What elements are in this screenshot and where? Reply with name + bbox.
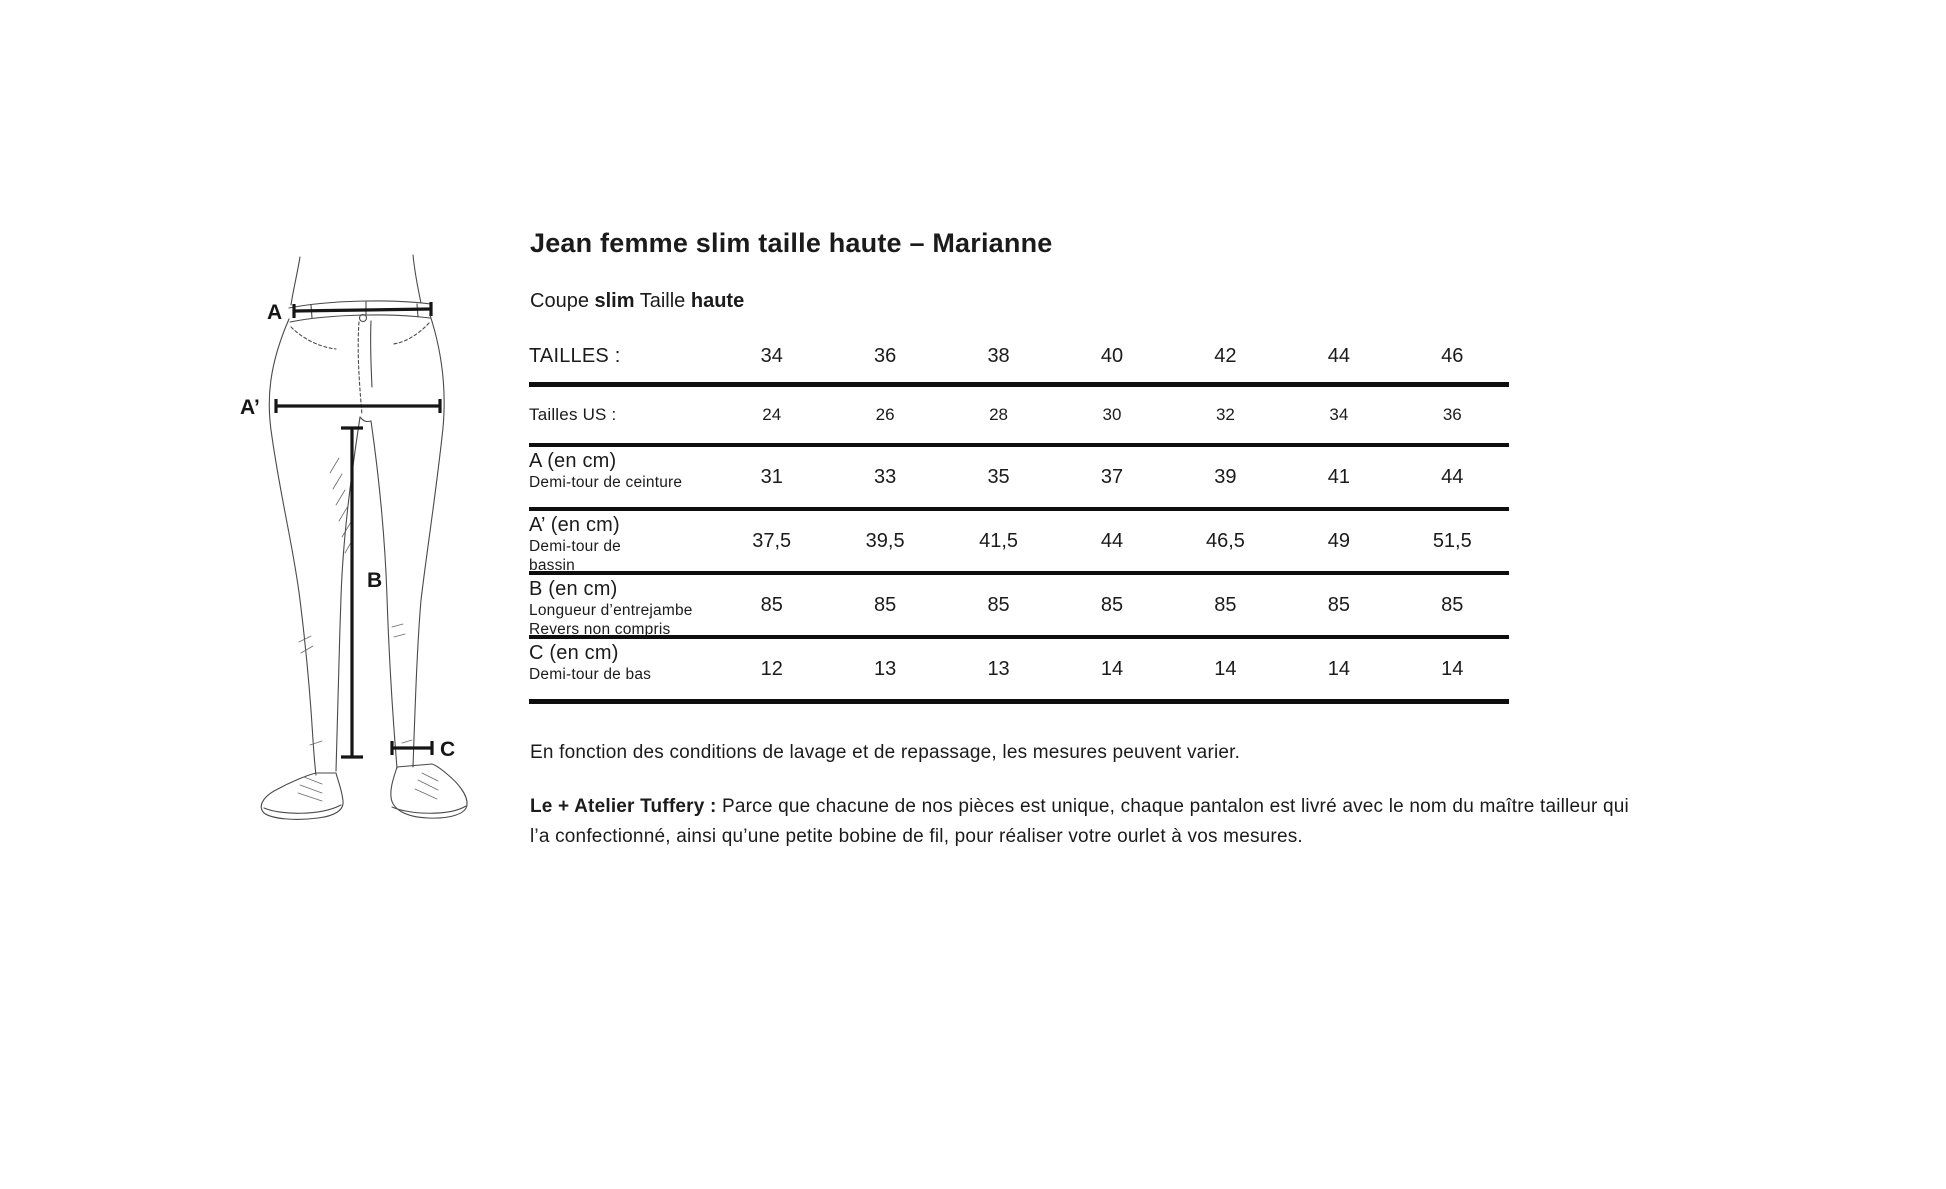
- jeans-measurement-diagram: A A’ B C: [240, 254, 468, 820]
- row-label-main: C (en cm): [529, 642, 619, 664]
- us-size-value: 30: [1102, 405, 1122, 424]
- us-size-value: 28: [989, 405, 1009, 424]
- hem-value: 14: [1327, 657, 1350, 680]
- inseam-value: 85: [1100, 593, 1124, 616]
- waist-value: 39: [1214, 465, 1237, 488]
- measure-label-c: C: [440, 738, 455, 761]
- table-row-waist: A (en cm) Demi-tour de ceinture 31 33 35…: [529, 447, 1509, 507]
- size-value: 34: [760, 344, 783, 367]
- hips-value: 37,5: [752, 529, 792, 552]
- atelier-note: Le + Atelier Tuffery : Parce que chacune…: [530, 792, 1635, 852]
- hem-value: 14: [1100, 657, 1124, 680]
- waist-value: 37: [1100, 465, 1124, 488]
- row-label-sub: Demi-tour de ceinture: [529, 474, 683, 491]
- measure-label-a-prime: A’: [240, 396, 260, 419]
- inseam-value: 85: [1327, 593, 1350, 616]
- page-title: Jean femme slim taille haute – Marianne: [530, 228, 1053, 258]
- us-size-value: 26: [875, 405, 895, 424]
- hem-value: 14: [1441, 657, 1464, 680]
- row-label-sub: Longueur d’entrejambe: [529, 602, 693, 619]
- us-size-value: 34: [1329, 405, 1349, 424]
- subtitle-taille: Taille: [634, 290, 691, 312]
- atelier-note-label: Le + Atelier Tuffery :: [530, 796, 723, 817]
- row-label-main: B (en cm): [529, 578, 618, 600]
- table-row-hem: C (en cm) Demi-tour de bas 12 13 13 14 1…: [529, 639, 1509, 699]
- table-divider: [529, 635, 1509, 639]
- waist-value: 33: [874, 465, 897, 488]
- hips-value: 41,5: [979, 529, 1019, 552]
- hem-value: 14: [1214, 657, 1237, 680]
- inseam-value: 85: [1214, 593, 1237, 616]
- table-row-inseam: B (en cm) Longueur d’entrejambe Revers n…: [529, 575, 1509, 635]
- table-row-hips: A’ (en cm) Demi-tour de bassin 37,5 39,5…: [529, 511, 1509, 571]
- atelier-note-text: Parce que chacune de nos pièces est uniq…: [530, 796, 1635, 847]
- row-label-us: Tailles US :: [529, 405, 617, 424]
- row-label-sub: Demi-tour de: [529, 538, 621, 555]
- row-label-waist: A (en cm) Demi-tour de ceinture: [529, 447, 715, 507]
- subtitle-coupe: Coupe: [530, 290, 595, 312]
- waist-value: 41: [1327, 465, 1350, 488]
- subtitle-rise-value: haute: [690, 290, 745, 312]
- row-label-sizes: TAILLES :: [529, 345, 621, 367]
- table-row-us-sizes: Tailles US : 24 26 28 30 32 34 36: [529, 387, 1509, 443]
- row-label-main: A’ (en cm): [529, 514, 620, 536]
- us-size-value: 32: [1215, 405, 1235, 424]
- waist-value: 44: [1441, 465, 1464, 488]
- hips-value: 46,5: [1205, 529, 1245, 552]
- size-value: 46: [1441, 344, 1464, 367]
- us-size-value: 36: [1442, 405, 1462, 424]
- table-divider: [529, 382, 1509, 387]
- hips-value: 51,5: [1432, 529, 1472, 552]
- size-value: 38: [987, 344, 1010, 367]
- hem-value: 13: [874, 657, 897, 680]
- table-row-sizes: TAILLES : 34 36 38 40 42 44 46: [529, 330, 1509, 382]
- hem-value: 13: [987, 657, 1010, 680]
- row-label-sub: Demi-tour de bas: [529, 666, 652, 683]
- inseam-value: 85: [1441, 593, 1464, 616]
- measure-line-b: [341, 426, 363, 759]
- table-divider: [529, 699, 1509, 704]
- row-label-hem: C (en cm) Demi-tour de bas: [529, 639, 715, 699]
- subtitle-fit-value: slim: [594, 290, 635, 312]
- jeans-sketch: [260, 254, 468, 820]
- row-label-hips: A’ (en cm) Demi-tour de bassin: [529, 511, 715, 571]
- waist-value: 31: [760, 465, 783, 488]
- row-label-main: A (en cm): [529, 450, 617, 472]
- table-divider: [529, 571, 1509, 575]
- hips-value: 39,5: [865, 529, 905, 552]
- measure-line-a-prime: [274, 399, 442, 413]
- us-size-value: 24: [762, 405, 782, 424]
- row-label-inseam: B (en cm) Longueur d’entrejambe Revers n…: [529, 575, 715, 635]
- size-value: 36: [874, 344, 897, 367]
- waist-value: 35: [987, 465, 1010, 488]
- table-divider: [529, 443, 1509, 447]
- page-subtitle: Coupe slim Taille haute: [530, 290, 744, 313]
- measure-line-a: [292, 302, 433, 318]
- row-label-sub: Revers non compris: [529, 621, 671, 635]
- inseam-value: 85: [760, 593, 783, 616]
- inseam-value: 85: [874, 593, 897, 616]
- table-divider: [529, 507, 1509, 511]
- size-value: 40: [1100, 344, 1124, 367]
- measure-line-c: [390, 741, 434, 755]
- inseam-value: 85: [987, 593, 1010, 616]
- size-value: 42: [1214, 344, 1237, 367]
- size-value: 44: [1327, 344, 1350, 367]
- hips-value: 44: [1100, 529, 1124, 552]
- hips-value: 49: [1327, 529, 1350, 552]
- measure-label-b: B: [367, 569, 382, 592]
- measure-label-a: A: [267, 301, 282, 324]
- size-table: TAILLES : 34 36 38 40 42 44 46 Tailles U…: [529, 330, 1509, 704]
- hem-value: 12: [760, 657, 783, 680]
- washing-note: En fonction des conditions de lavage et …: [530, 742, 1241, 763]
- row-label-sub: bassin: [529, 557, 576, 571]
